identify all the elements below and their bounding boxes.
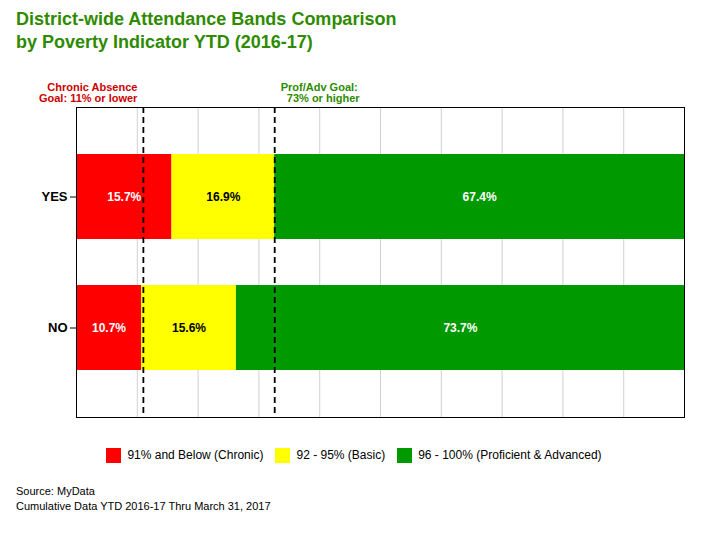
svg-text:73.7%: 73.7%: [443, 321, 477, 335]
html-text:District-wide Attendance Bands: District-wide Attendance Bands Compariso…: [16, 9, 397, 29]
svg-text:YES: YES: [41, 189, 67, 204]
html-text:by Poverty Indicator YTD (2016: by Poverty Indicator YTD (2016-17): [16, 32, 313, 53]
svg-text:15.6%: 15.6%: [172, 321, 206, 335]
svg-text:67.4%: 67.4%: [463, 190, 497, 204]
html-text:Source: MyData: Source: MyData: [16, 484, 95, 497]
html-text:96 - 100% (Proficient & Advanc: 96 - 100% (Proficient & Advanced): [418, 448, 602, 463]
html-text:91% and Below (Chronic): 91% and Below (Chronic): [127, 448, 264, 463]
svg-text:Chronic AbsenceGoal: 11% or lo: Chronic AbsenceGoal: 11% or lower: [39, 80, 138, 103]
svg-text:10.7%: 10.7%: [92, 321, 126, 335]
svg-text:15.7%: 15.7%: [107, 190, 141, 204]
svg-text:16.9%: 16.9%: [206, 190, 240, 204]
html-text:92 - 95% (Basic): 92 - 95% (Basic): [296, 448, 386, 463]
svg-text:Prof/Adv Goal: 73% or higher: Prof/Adv Goal: 73% or higher: [281, 80, 361, 103]
svg-text:NO: NO: [48, 320, 68, 335]
html-text:Cumulative Data YTD 2016-17 Th: Cumulative Data YTD 2016-17 Thru March 3…: [16, 499, 271, 512]
